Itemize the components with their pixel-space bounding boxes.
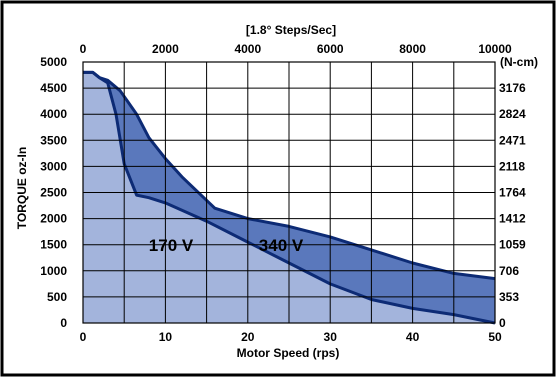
x-tick-label: 40 bbox=[406, 330, 420, 344]
x-tick-label: 30 bbox=[324, 330, 338, 344]
series-label-170v: 170 V bbox=[149, 236, 194, 255]
y-axis-label: TORQUE oz-In bbox=[15, 147, 29, 229]
top-tick-label: 2000 bbox=[152, 42, 179, 56]
x-tick-label: 50 bbox=[488, 330, 502, 344]
right-tick-label: 1412 bbox=[499, 212, 526, 226]
top-tick-label: 6000 bbox=[317, 42, 344, 56]
right-tick-label: 2824 bbox=[499, 107, 526, 121]
top-tick-label: 10000 bbox=[478, 42, 512, 56]
right-tick-label: 353 bbox=[499, 290, 519, 304]
right-tick-label: 0 bbox=[499, 316, 506, 330]
y-tick-label: 2500 bbox=[40, 186, 67, 200]
y-tick-label: 1500 bbox=[40, 238, 67, 252]
y-tick-label: 1000 bbox=[40, 264, 67, 278]
y-tick-label: 4000 bbox=[40, 107, 67, 121]
plot-frame bbox=[82, 61, 496, 324]
x-axis-label: Motor Speed (rps) bbox=[237, 346, 340, 360]
y-tick-label: 4500 bbox=[40, 81, 67, 95]
right-tick-label: 706 bbox=[499, 264, 519, 278]
right-tick-label: 2118 bbox=[499, 159, 525, 173]
x-tick-label: 10 bbox=[159, 330, 173, 344]
x-tick-label: 0 bbox=[80, 330, 87, 344]
right-tick-label: 1764 bbox=[499, 186, 526, 200]
y-tick-label: 5000 bbox=[40, 55, 67, 69]
top-axis-label: [1.8° Steps/Sec] bbox=[246, 23, 336, 37]
x-tick-label: 20 bbox=[241, 330, 255, 344]
top-tick-label: 0 bbox=[80, 42, 87, 56]
y-tick-label: 3500 bbox=[40, 133, 67, 147]
top-tick-label: 8000 bbox=[399, 42, 426, 56]
right-axis-unit: (N-cm) bbox=[500, 55, 538, 69]
right-tick-label: 1059 bbox=[499, 238, 526, 252]
y-tick-label: 0 bbox=[60, 316, 67, 330]
y-tick-label: 500 bbox=[47, 290, 67, 304]
series-label-340v: 340 V bbox=[259, 236, 304, 255]
top-tick-label: 4000 bbox=[234, 42, 261, 56]
area-170v bbox=[83, 72, 495, 324]
right-tick-label: 3176 bbox=[499, 81, 526, 95]
y-tick-label: 2000 bbox=[40, 212, 67, 226]
y-tick-label: 3000 bbox=[40, 159, 67, 173]
right-tick-label: 2471 bbox=[499, 133, 526, 147]
